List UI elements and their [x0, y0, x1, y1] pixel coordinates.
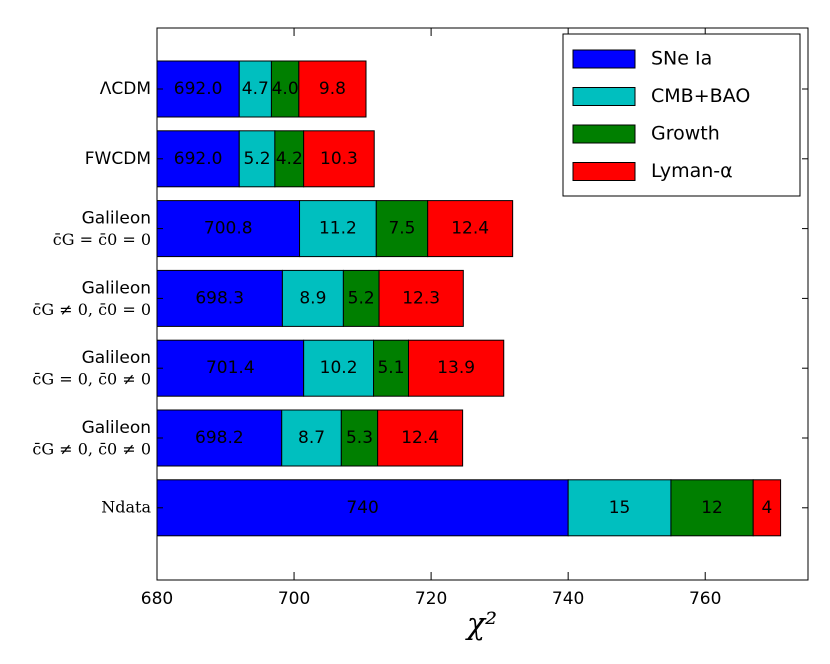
bar-segment [427, 200, 514, 258]
bar-segment [303, 339, 375, 397]
value-label: 698.2 [195, 428, 244, 448]
y-tick-label: c̄G ≠ 0, c̄0 = 0 [32, 300, 151, 319]
value-label: 15 [609, 498, 631, 518]
legend: SNe Ia CMB+BAO Growth Lyman-α [562, 33, 801, 197]
value-label: 8.9 [299, 288, 326, 308]
legend-label: CMB+BAO [651, 85, 750, 107]
bar-segment [281, 269, 344, 327]
x-tick-label: 760 [689, 589, 721, 609]
bar-segment [378, 269, 464, 327]
value-label: 4 [761, 498, 772, 518]
x-tick-label: 740 [552, 589, 584, 609]
value-label: 12 [701, 498, 723, 518]
bar-segment [375, 200, 429, 258]
value-label: 12.4 [451, 219, 489, 239]
bar-segment [156, 339, 305, 397]
bar-segment [567, 479, 672, 537]
bar-segment [156, 269, 283, 327]
x-axis-label: χ² [465, 607, 497, 642]
bar-segment [238, 60, 272, 118]
value-label: 4.0 [272, 79, 299, 99]
legend-label: SNe Ia [651, 48, 712, 70]
y-tick-label: Ndata [101, 497, 151, 516]
bar-segment [377, 409, 464, 467]
plot-frame [156, 27, 809, 581]
value-label: 740 [346, 498, 378, 518]
bar-segment [270, 60, 300, 118]
legend-swatch [572, 124, 636, 144]
x-tick-label: 700 [278, 589, 310, 609]
y-tick-label: Galileon [82, 348, 151, 368]
legend-swatch [572, 49, 636, 69]
x-tick-label: 720 [415, 589, 447, 609]
value-label: 8.7 [298, 428, 325, 448]
legend-label: Lyman-α [651, 160, 733, 182]
value-label: 7.5 [388, 219, 415, 239]
bar-segment [298, 60, 367, 118]
y-tick-label: FWCDM [85, 149, 151, 169]
bar-segment [299, 200, 377, 258]
y-tick-label: ΛCDM [100, 79, 151, 99]
y-tick-label: c̄G ≠ 0, c̄0 ≠ 0 [32, 440, 151, 459]
bar-segment [156, 60, 240, 118]
bar-segment [156, 200, 301, 258]
bar-segment [238, 130, 276, 188]
y-tick-label: Galileon [82, 418, 151, 438]
legend-swatch [572, 162, 636, 181]
bar-segment [407, 339, 505, 397]
value-label: 698.3 [195, 288, 244, 308]
x-tick-label: 680 [141, 589, 173, 609]
value-label: 12.3 [402, 288, 440, 308]
legend-label: Growth [651, 123, 720, 145]
value-label: 701.4 [206, 358, 255, 378]
bar-segment [373, 339, 409, 397]
value-label: 700.8 [204, 219, 253, 239]
value-label: 5.3 [346, 428, 373, 448]
value-label: 692.0 [174, 149, 223, 169]
value-label: 4.2 [276, 149, 303, 169]
value-label: 12.4 [401, 428, 439, 448]
value-label: 692.0 [174, 79, 223, 99]
bar-segment [156, 409, 283, 467]
bar-segment [274, 130, 305, 188]
value-label: 5.2 [348, 288, 375, 308]
value-label: 4.7 [242, 79, 269, 99]
value-label: 5.2 [244, 149, 271, 169]
legend-swatch [572, 87, 636, 106]
value-label: 11.2 [319, 219, 357, 239]
value-label: 10.2 [320, 358, 358, 378]
value-label: 10.3 [320, 149, 358, 169]
y-tick-label: Galileon [82, 209, 151, 229]
y-tick-label: c̄G = c̄0 = 0 [53, 230, 151, 249]
y-tick-label: Galileon [82, 278, 151, 298]
value-label: 5.1 [377, 358, 404, 378]
value-label: 9.8 [319, 79, 346, 99]
bar-segment [752, 479, 782, 537]
bar-segment [303, 130, 375, 188]
y-tick-label: c̄G = 0, c̄0 ≠ 0 [32, 370, 151, 389]
bar-segment [670, 479, 754, 537]
value-label: 13.9 [437, 358, 475, 378]
